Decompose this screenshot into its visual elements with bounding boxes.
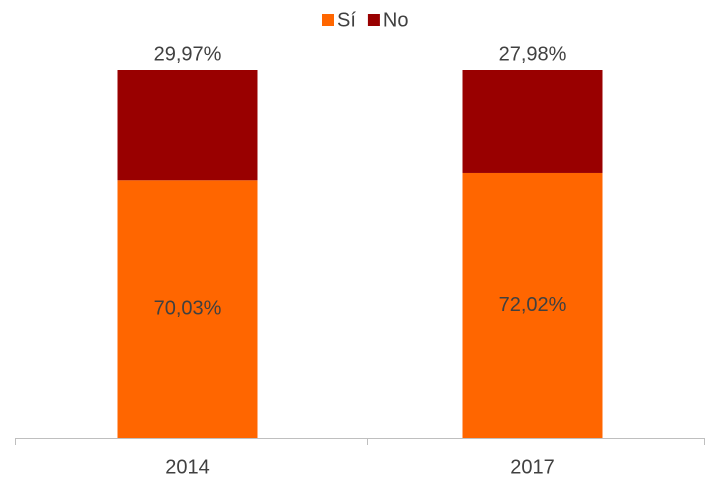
data-label: 29,97% [154,43,222,65]
legend-swatch [322,14,334,26]
bar-segment [462,172,603,438]
data-label: 72,02% [499,294,567,316]
legend-label: Sí [337,9,356,31]
x-tick-label: 2017 [510,456,555,478]
bar-segment [117,180,258,438]
bar-segment [117,70,258,181]
data-label: 70,03% [154,297,222,319]
bar-segment [462,70,603,173]
legend-label: No [383,9,409,31]
legend-swatch [367,14,380,26]
x-tick-label: 2014 [165,456,210,478]
data-label: 27,98% [499,43,567,65]
